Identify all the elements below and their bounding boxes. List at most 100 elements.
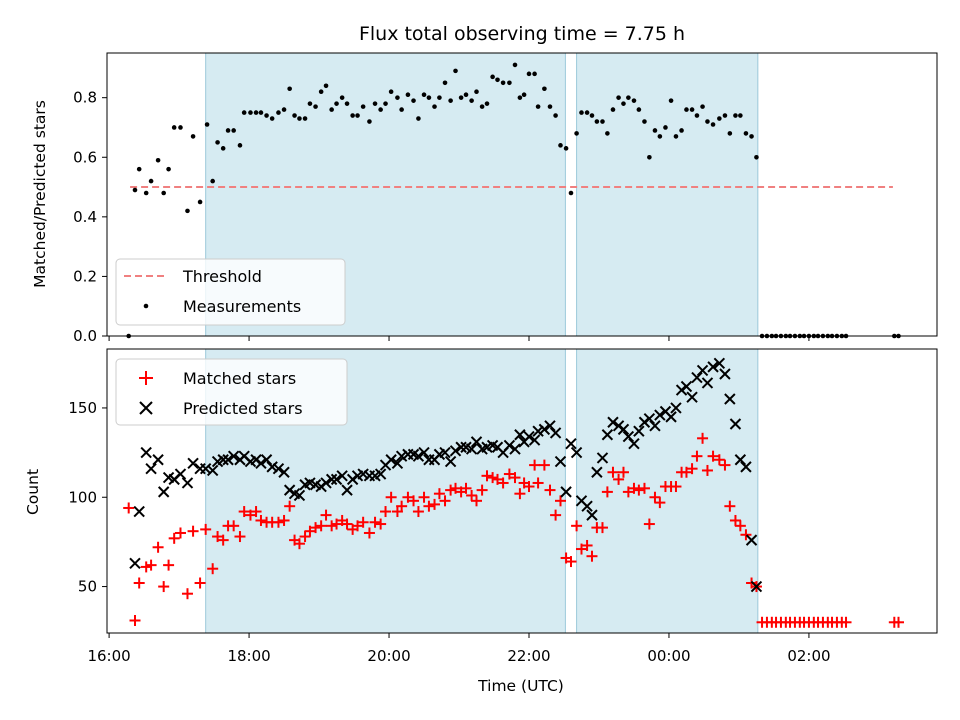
matched-star-point: [734, 520, 746, 532]
predicted-star-point: [255, 457, 267, 470]
predicted-star-point: [157, 486, 170, 498]
predicted-star-point: [509, 443, 521, 455]
top-panel: 0.00.20.40.60.8 Matched/Predicted stars …: [31, 52, 938, 345]
measurement-point: [281, 107, 287, 112]
measurement-point: [458, 95, 464, 100]
matched-star-point: [550, 509, 562, 521]
measurement-point: [323, 83, 329, 89]
matched-star-point: [740, 529, 752, 541]
predicted-star-point: [538, 423, 551, 436]
predicted-star-point: [391, 457, 404, 470]
measurement-point: [684, 107, 689, 112]
measurement-point: [668, 98, 674, 103]
predicted-star-point: [713, 357, 726, 369]
y-tick-label: 0.2: [73, 267, 97, 285]
measurement-point: [329, 107, 334, 112]
measurement-point: [754, 154, 759, 160]
matched-star-point: [565, 556, 577, 568]
matched-star-point: [284, 500, 296, 512]
matched-star-point: [228, 520, 240, 532]
x-tick-label: 20:00: [367, 647, 410, 665]
measurement-point: [360, 104, 366, 109]
predicted-star-point: [686, 391, 698, 403]
measurement-point: [647, 154, 652, 160]
top-legend: Threshold Measurements: [115, 258, 346, 326]
matched-star-point: [471, 495, 483, 507]
matched-star-point: [433, 488, 445, 500]
predicted-star-point: [601, 429, 614, 441]
matched-star-point: [363, 527, 375, 539]
measurement-point: [171, 125, 177, 130]
matched-star-point: [320, 509, 332, 521]
top-plot-frame: [106, 52, 938, 337]
measurement-point: [694, 113, 700, 118]
matched-star-point: [385, 491, 397, 503]
matched-star-point: [293, 538, 305, 550]
matched-star-point: [439, 495, 451, 507]
measurement-point: [526, 71, 532, 77]
matched-star-point: [686, 463, 698, 475]
predicted-star-point: [374, 468, 387, 480]
measurement-point: [143, 190, 149, 196]
predicted-star-point: [278, 466, 290, 478]
matched-star-point: [158, 581, 170, 593]
bottom-legend: Matched stars Predicted stars: [115, 358, 348, 426]
matched-star-point: [380, 506, 392, 518]
measurement-point: [689, 107, 695, 112]
predicted-star-point: [129, 557, 141, 570]
measurement-point: [334, 101, 339, 106]
predicted-star-point: [455, 441, 467, 453]
y-tick-label: 0.4: [73, 208, 97, 226]
measurement-point: [344, 101, 350, 106]
matched-star-point: [707, 450, 719, 462]
measurement-point: [411, 98, 416, 103]
x-tick-label: 18:00: [227, 647, 270, 665]
x-axis-label: Time (UTC): [477, 677, 564, 695]
matched-star-point: [341, 518, 353, 530]
matched-star-point: [622, 486, 634, 498]
y-tick-label: 50: [78, 578, 97, 596]
measurement-point: [372, 101, 378, 106]
predicted-star-point: [665, 411, 677, 423]
matched-star-point: [628, 482, 640, 494]
measurement-point: [297, 116, 302, 121]
top-y-axis: 0.0 0.2 0.4 0.6 0.8: [73, 89, 107, 345]
measurement-point: [500, 80, 506, 86]
matched-star-point: [304, 525, 316, 537]
matched-star-point: [408, 495, 420, 507]
measurement-point: [507, 80, 512, 86]
measurement-point: [166, 166, 171, 172]
shaded-span: [576, 52, 759, 337]
measurement-point: [416, 116, 421, 121]
measurement-point: [185, 208, 190, 214]
matched-star-point: [181, 588, 193, 600]
matched-star-point: [596, 522, 608, 534]
measurement-point: [148, 178, 154, 184]
matched-star-point: [369, 516, 381, 528]
predicted-star-point: [260, 454, 273, 466]
predicted-star-point: [341, 484, 353, 496]
matched-star-point: [649, 491, 661, 503]
predicted-star-point: [503, 439, 516, 452]
matched-star-point: [152, 541, 164, 553]
bottom-x-axis: 16:00 18:00 20:00 22:00 00:00 02:00: [87, 633, 831, 665]
predicted-star-point: [549, 427, 562, 439]
measurement-point: [197, 199, 203, 205]
measurement-point: [589, 113, 595, 118]
predicted-star-point: [330, 473, 343, 486]
legend-measurements-swatch: [143, 303, 149, 309]
predicted-stars-points: [129, 357, 763, 593]
measurement-point: [484, 101, 490, 106]
measurement-point: [367, 119, 372, 124]
measurement-point: [547, 104, 553, 109]
measurement-point: [626, 95, 631, 100]
matched-star-point: [613, 473, 625, 485]
measurement-point: [710, 122, 716, 127]
y-tick-label: 100: [68, 488, 97, 506]
matched-star-point: [168, 532, 180, 544]
predicted-star-point: [633, 425, 645, 437]
predicted-star-point: [385, 454, 397, 466]
matched-star-point: [633, 484, 645, 496]
measurement-point: [517, 95, 523, 100]
measurement-point: [722, 113, 728, 118]
